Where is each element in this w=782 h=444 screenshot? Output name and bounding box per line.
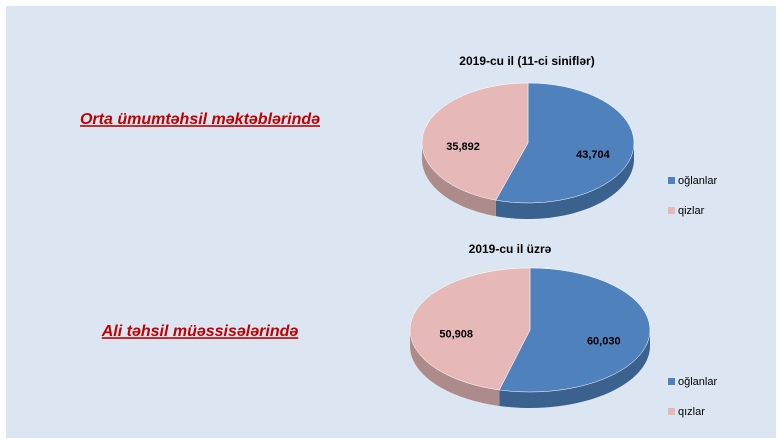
legend-label: qizlar [678,205,705,217]
value-label: 35,892 [446,141,480,153]
slice-side [410,330,500,406]
legend-label: qızlar [678,406,705,418]
value-label: 60,030 [587,335,621,347]
pie-slice [421,82,529,201]
legend-swatch [668,207,675,214]
chart-title: 2019-cu il üzrə [469,242,552,256]
pie-slice [498,267,651,393]
pie-slice [495,82,635,204]
pie-slice [409,267,531,391]
legend-label: oğlanlar [678,175,717,187]
value-label: 50,908 [439,328,473,340]
caption: Ali təhsil müəssisələrində [101,323,299,340]
slice-side [495,143,634,219]
value-label: 43,704 [576,149,611,161]
slice-side [499,330,650,408]
legend-swatch [668,408,675,415]
caption: Orta ümumtəhsil məktəblərində [80,111,320,128]
chart-title: 2019-cu il (11-ci siniflər) [459,54,594,68]
legend-swatch [668,177,675,184]
background [6,6,776,438]
legend-swatch [668,378,675,385]
slice-side [422,143,496,217]
legend-label: oğlanlar [678,376,717,388]
